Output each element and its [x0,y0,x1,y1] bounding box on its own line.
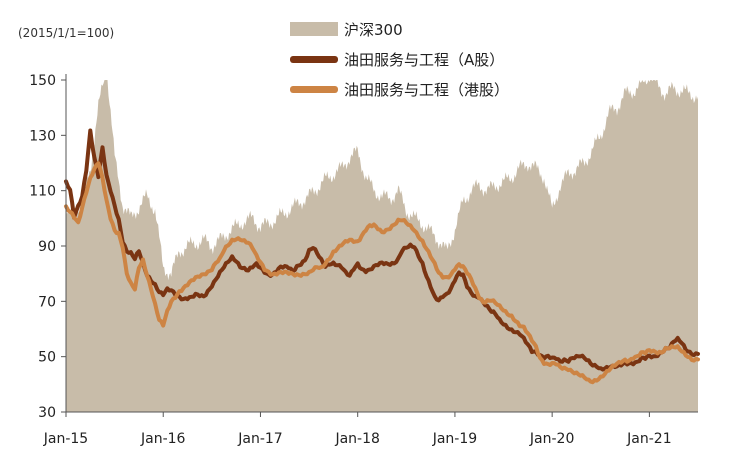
y-tick-label: 30 [38,405,56,421]
y-tick-label: 130 [29,128,56,144]
series-line-a-share [64,128,700,372]
y-axis-unit-label: (2015/1/1=100) [18,26,115,40]
legend-swatch-hs300 [290,22,338,36]
y-tick-label: 70 [38,294,56,310]
y-axis: 30 50 70 90 110 130 150 [29,73,67,421]
x-tick-label: Jan-17 [237,431,282,447]
legend-item-hs300: 沪深300 [290,14,509,44]
x-tick-label: Jan-18 [334,431,379,447]
chart-legend: 沪深300 油田服务与工程（A股） 油田服务与工程（港股） [290,14,509,104]
y-tick-label: 90 [38,239,56,255]
legend-item-h-share: 油田服务与工程（港股） [290,74,509,104]
legend-swatch-h-share [290,85,338,93]
legend-swatch-a-share [290,55,338,63]
plot-area [64,80,700,412]
y-tick-label: 50 [38,350,56,366]
x-tick-label: Jan-21 [626,431,671,447]
x-axis: Jan-15 Jan-16 Jan-17 Jan-18 Jan-19 Jan-20 Jan-… [43,411,698,447]
y-tick-label: 110 [29,184,56,200]
series-area-hs300 [66,80,698,412]
legend-item-a-share: 油田服务与工程（A股） [290,44,509,74]
x-tick-label: Jan-20 [529,431,574,447]
series-line-h-share [64,161,700,385]
x-tick-label: Jan-15 [43,431,88,447]
x-tick-label: Jan-16 [140,431,186,447]
legend-label-a-share: 油田服务与工程（A股） [344,50,505,69]
legend-label-h-share: 油田服务与工程（港股） [344,80,510,99]
x-tick-label: Jan-19 [432,431,477,447]
y-tick-label: 150 [29,73,56,89]
legend-label-hs300: 沪深300 [344,20,403,39]
